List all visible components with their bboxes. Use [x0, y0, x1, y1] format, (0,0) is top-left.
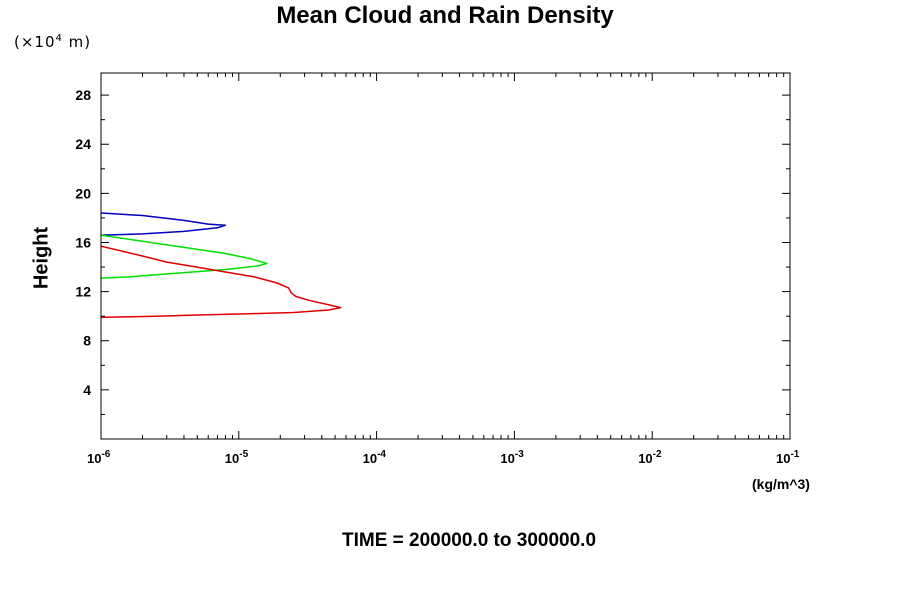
- x-tick-label: 10-3: [500, 449, 524, 466]
- y-unit-note: (×104 m): [14, 33, 91, 51]
- x-axis-unit: (kg/m^3): [752, 476, 810, 492]
- chart-title: Mean Cloud and Rain Density: [276, 2, 614, 29]
- series-line: [100, 212, 227, 236]
- y-tick-label: 8: [83, 333, 91, 349]
- y-tick-label: 28: [75, 87, 91, 103]
- y-unit-suffix: m): [62, 33, 92, 51]
- x-tick-label: 10-4: [363, 449, 387, 466]
- series-line: [100, 245, 342, 319]
- x-tick-label: 10-1: [776, 449, 800, 466]
- tick-labels: 4 8 12 16 20 24 28 10-6 10-5 10-4 10-3 10-2 10-1: [75, 87, 799, 466]
- plot-frame: [100, 72, 791, 440]
- y-unit-prefix: (×10: [14, 33, 56, 51]
- x-tick-label: 10-6: [87, 449, 111, 466]
- series-line: [100, 234, 268, 279]
- x-tick-label: 10-2: [638, 449, 662, 466]
- y-tick-label: 16: [75, 234, 91, 250]
- y-tick-label: 4: [83, 382, 91, 398]
- y-tick-label: 20: [75, 185, 91, 201]
- y-tick-label: 24: [75, 136, 91, 152]
- axis-ticks: [100, 73, 791, 439]
- time-label: TIME = 200000.0 to 300000.0: [341, 530, 597, 551]
- x-tick-label: 10-5: [225, 449, 249, 466]
- y-unit-exponent: 4: [55, 33, 63, 44]
- series-lines: [100, 212, 342, 319]
- y-tick-label: 12: [75, 284, 91, 300]
